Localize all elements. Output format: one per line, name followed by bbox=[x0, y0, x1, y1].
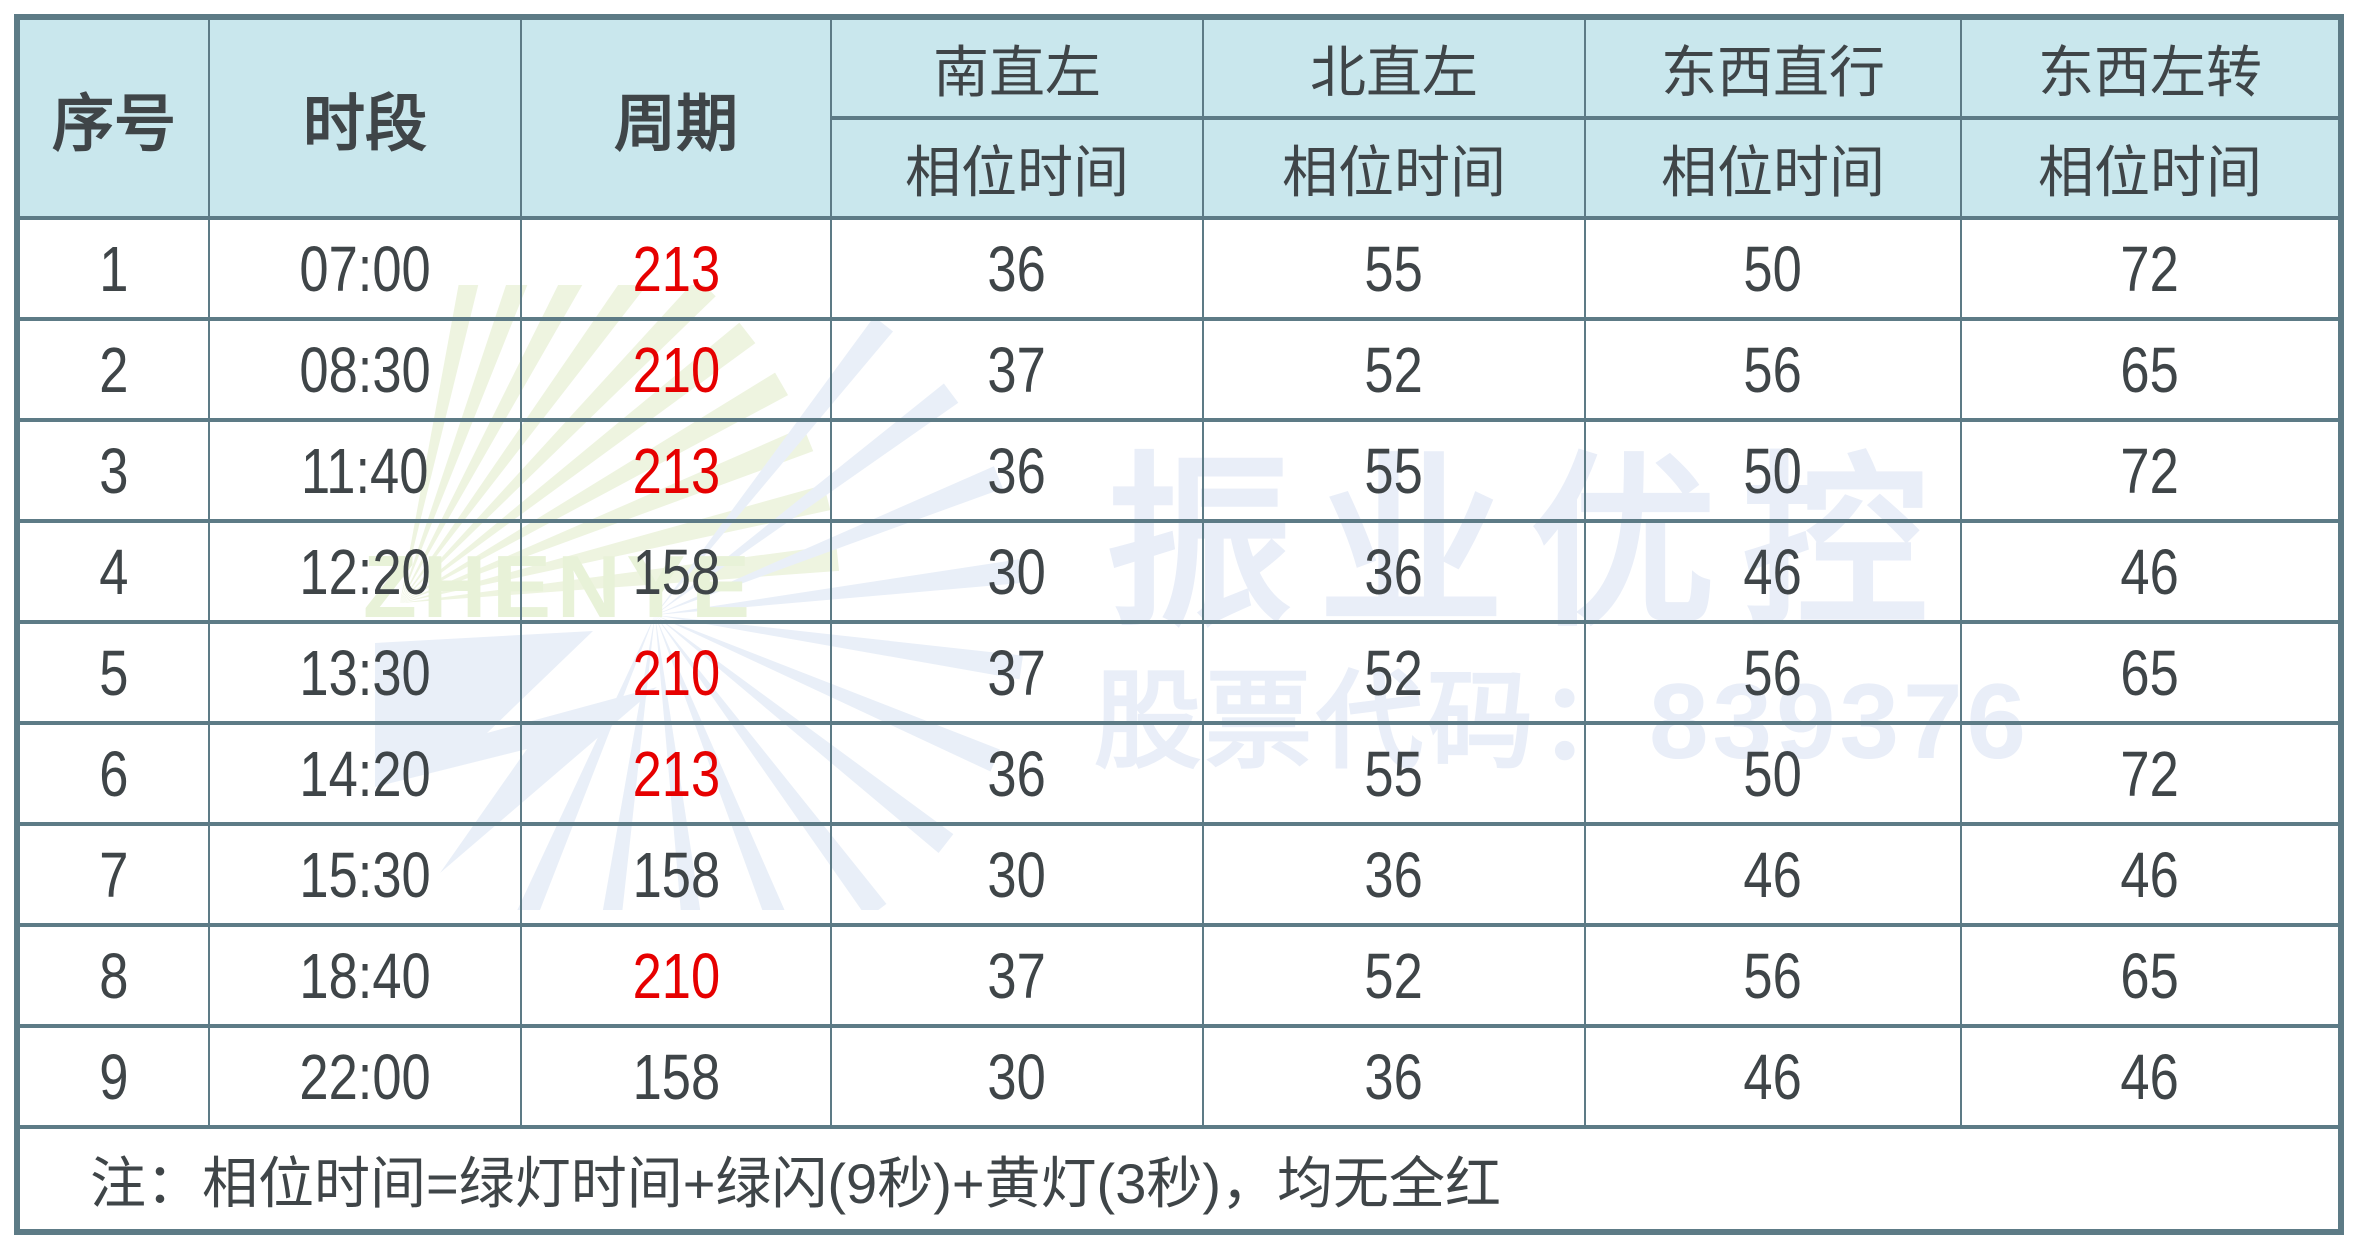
cell-period: 11:40 bbox=[208, 418, 522, 523]
cell-cycle: 158 bbox=[520, 1024, 832, 1129]
col-header-ew-left: 东西左转 bbox=[1960, 15, 2342, 120]
table-row: 4 12:20 158 30 36 46 46 bbox=[16, 519, 2342, 624]
cell-serial: 7 bbox=[16, 822, 210, 927]
cell-south-sl: 37 bbox=[830, 620, 1204, 725]
subheader-phase-time: 相位时间 bbox=[1584, 116, 1962, 220]
col-header-south-straight-left: 南直左 bbox=[830, 15, 1204, 120]
cell-north-sl: 55 bbox=[1202, 418, 1586, 523]
cell-ew-left: 72 bbox=[1960, 216, 2342, 321]
cell-cycle: 158 bbox=[520, 519, 832, 624]
cell-serial: 1 bbox=[16, 216, 210, 321]
cell-serial: 9 bbox=[16, 1024, 210, 1129]
cell-north-sl: 36 bbox=[1202, 1024, 1586, 1129]
subheader-phase-time: 相位时间 bbox=[1202, 116, 1586, 220]
subheader-phase-time: 相位时间 bbox=[1960, 116, 2342, 220]
signal-timing-table: 序号 时段 周期 南直左 北直左 东西直行 东西左转 相位时间 相位时间 相位时… bbox=[14, 14, 2344, 1235]
cell-ew-left: 72 bbox=[1960, 418, 2342, 523]
col-header-serial: 序号 bbox=[16, 15, 210, 220]
cell-ew-straight: 50 bbox=[1584, 721, 1962, 826]
cell-serial: 8 bbox=[16, 923, 210, 1028]
cell-north-sl: 52 bbox=[1202, 923, 1586, 1028]
cell-south-sl: 30 bbox=[830, 519, 1204, 624]
col-header-cycle: 周期 bbox=[520, 15, 832, 220]
cell-cycle: 213 bbox=[520, 216, 832, 321]
cell-ew-straight: 50 bbox=[1584, 418, 1962, 523]
cell-north-sl: 52 bbox=[1202, 620, 1586, 725]
cell-south-sl: 30 bbox=[830, 822, 1204, 927]
cell-ew-left: 46 bbox=[1960, 1024, 2342, 1129]
cell-cycle: 213 bbox=[520, 418, 832, 523]
col-header-ew-straight: 东西直行 bbox=[1584, 15, 1962, 120]
cell-period: 07:00 bbox=[208, 216, 522, 321]
cell-ew-straight: 50 bbox=[1584, 216, 1962, 321]
note-row: 注：相位时间=绿灯时间+绿闪(9秒)+黄灯(3秒)，均无全红 bbox=[16, 1125, 2342, 1234]
cell-ew-straight: 46 bbox=[1584, 519, 1962, 624]
cell-ew-straight: 56 bbox=[1584, 923, 1962, 1028]
table-row: 2 08:30 210 37 52 56 65 bbox=[16, 317, 2342, 422]
cell-period: 14:20 bbox=[208, 721, 522, 826]
cell-south-sl: 36 bbox=[830, 216, 1204, 321]
cell-south-sl: 36 bbox=[830, 418, 1204, 523]
cell-serial: 2 bbox=[16, 317, 210, 422]
cell-ew-straight: 56 bbox=[1584, 620, 1962, 725]
cell-ew-straight: 46 bbox=[1584, 1024, 1962, 1129]
table-row: 9 22:00 158 30 36 46 46 bbox=[16, 1024, 2342, 1129]
table-row: 1 07:00 213 36 55 50 72 bbox=[16, 216, 2342, 321]
cell-period: 13:30 bbox=[208, 620, 522, 725]
cell-south-sl: 37 bbox=[830, 317, 1204, 422]
cell-north-sl: 52 bbox=[1202, 317, 1586, 422]
cell-ew-left: 46 bbox=[1960, 822, 2342, 927]
col-header-period: 时段 bbox=[208, 15, 522, 220]
table-note: 注：相位时间=绿灯时间+绿闪(9秒)+黄灯(3秒)，均无全红 bbox=[16, 1125, 2342, 1234]
table-row: 7 15:30 158 30 36 46 46 bbox=[16, 822, 2342, 927]
cell-north-sl: 36 bbox=[1202, 519, 1586, 624]
cell-north-sl: 55 bbox=[1202, 721, 1586, 826]
cell-ew-left: 65 bbox=[1960, 317, 2342, 422]
cell-south-sl: 37 bbox=[830, 923, 1204, 1028]
cell-ew-left: 46 bbox=[1960, 519, 2342, 624]
cell-ew-left: 72 bbox=[1960, 721, 2342, 826]
cell-north-sl: 36 bbox=[1202, 822, 1586, 927]
cell-ew-left: 65 bbox=[1960, 620, 2342, 725]
cell-cycle: 210 bbox=[520, 923, 832, 1028]
cell-serial: 6 bbox=[16, 721, 210, 826]
table-row: 6 14:20 213 36 55 50 72 bbox=[16, 721, 2342, 826]
cell-ew-straight: 56 bbox=[1584, 317, 1962, 422]
cell-north-sl: 55 bbox=[1202, 216, 1586, 321]
cell-cycle: 210 bbox=[520, 317, 832, 422]
subheader-phase-time: 相位时间 bbox=[830, 116, 1204, 220]
cell-period: 08:30 bbox=[208, 317, 522, 422]
header-row-subs: 相位时间 相位时间 相位时间 相位时间 bbox=[17, 116, 2342, 220]
cell-period: 18:40 bbox=[208, 923, 522, 1028]
cell-period: 15:30 bbox=[208, 822, 522, 927]
cell-south-sl: 30 bbox=[830, 1024, 1204, 1129]
table-row: 8 18:40 210 37 52 56 65 bbox=[16, 923, 2342, 1028]
table-row: 3 11:40 213 36 55 50 72 bbox=[16, 418, 2342, 523]
col-header-north-straight-left: 北直左 bbox=[1202, 15, 1586, 120]
table-row: 5 13:30 210 37 52 56 65 bbox=[16, 620, 2342, 725]
cell-south-sl: 36 bbox=[830, 721, 1204, 826]
cell-ew-straight: 46 bbox=[1584, 822, 1962, 927]
cell-serial: 4 bbox=[16, 519, 210, 624]
header-row-groups: 序号 时段 周期 南直左 北直左 东西直行 东西左转 bbox=[16, 15, 2342, 220]
cell-period: 22:00 bbox=[208, 1024, 522, 1129]
cell-serial: 5 bbox=[16, 620, 210, 725]
cell-serial: 3 bbox=[16, 418, 210, 523]
cell-ew-left: 65 bbox=[1960, 923, 2342, 1028]
cell-cycle: 213 bbox=[520, 721, 832, 826]
cell-cycle: 210 bbox=[520, 620, 832, 725]
cell-cycle: 158 bbox=[520, 822, 832, 927]
cell-period: 12:20 bbox=[208, 519, 522, 624]
